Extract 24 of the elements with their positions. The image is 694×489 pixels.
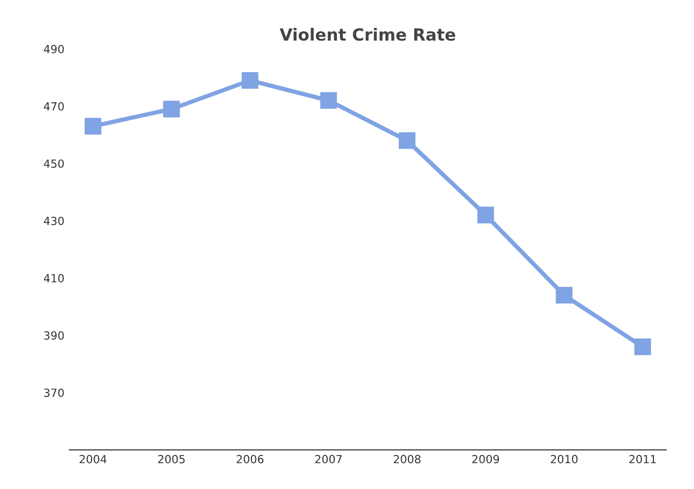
point: [163, 100, 180, 118]
y-tick-label: 390: [44, 331, 64, 340]
x-tick-label: 2011: [629, 454, 656, 464]
y-tick-label: 430: [44, 216, 64, 226]
chart-title: Violent Crime Rate: [280, 28, 456, 41]
y-tick-label: 410: [44, 274, 64, 282]
y-tick-label: 470: [44, 102, 64, 111]
x-tick-label: 2004: [80, 454, 106, 464]
point: [84, 118, 102, 135]
x-tick-label: 2006: [236, 454, 264, 464]
x-tick-label: 2007: [315, 454, 342, 464]
point: [242, 72, 258, 89]
y-tick-label: 450: [44, 159, 64, 168]
point: [398, 132, 416, 149]
point: [477, 206, 494, 224]
point: [320, 92, 337, 109]
x-tick-label: 2010: [550, 454, 578, 464]
point: [634, 338, 652, 356]
x-tick-label: 2005: [158, 454, 185, 464]
y-tick-label: 370: [44, 388, 64, 397]
y-tick-label: 490: [44, 44, 64, 54]
x-tick-label: 2009: [472, 454, 499, 464]
x-tick-label: 2008: [394, 454, 420, 464]
point: [556, 286, 572, 304]
